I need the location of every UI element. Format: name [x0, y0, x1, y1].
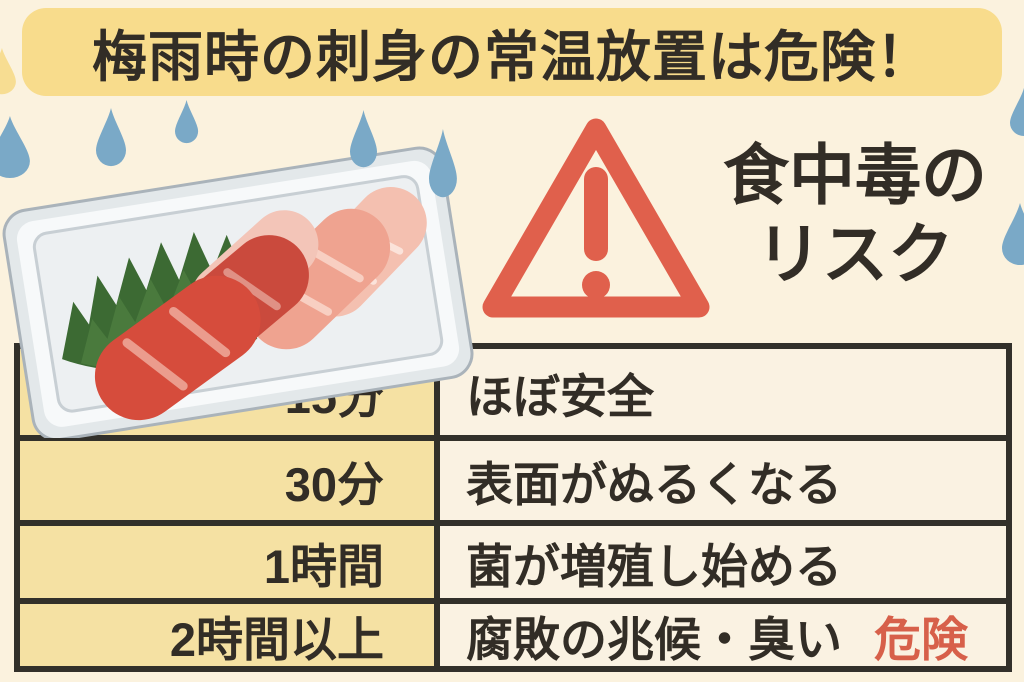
time-risk-table: ~15分 ほぼ安全 30分 表面がぬるくなる 1時間 菌が増殖し始める 2時間以… [14, 343, 1012, 672]
effect-text: 腐敗の兆候・臭い [466, 612, 842, 666]
title-banner: 梅雨時の刺身の常温放置は危険！ [22, 8, 1002, 96]
time-cell: 30分 [20, 441, 440, 520]
time-cell: 2時間以上 [20, 604, 440, 666]
page-title: 梅雨時の刺身の常温放置は危険！ [91, 26, 932, 88]
effect-text: 表面がぬるくなる [466, 458, 842, 511]
risk-heading-line2: リスク [756, 217, 954, 291]
yellow-drop-icon [0, 48, 16, 95]
sashimi-tray-illustration [2, 146, 474, 438]
risk-heading: 食中毒の リスク [700, 136, 1010, 294]
table-row: 1時間 菌が増殖し始める [20, 520, 1006, 598]
warning-triangle-icon [482, 118, 710, 318]
table-row: 30分 表面がぬるくなる [20, 435, 1006, 520]
risk-heading-line1: 食中毒の [723, 138, 987, 212]
effect-cell: 腐敗の兆候・臭い 危険 [440, 604, 1006, 666]
effect-cell: ほぼ安全 [440, 349, 1006, 435]
effect-cell: 表面がぬるくなる [440, 441, 1006, 520]
effect-cell: 菌が増殖し始める [440, 526, 1006, 598]
table-row: 2時間以上 腐敗の兆候・臭い 危険 [20, 598, 1006, 666]
danger-badge: 危険 [874, 612, 968, 666]
sashimi-slices [94, 187, 427, 421]
effect-text: 菌が増殖し始める [466, 539, 842, 593]
effect-text: ほぼ安全 [466, 369, 654, 423]
time-cell: 1時間 [20, 526, 440, 598]
